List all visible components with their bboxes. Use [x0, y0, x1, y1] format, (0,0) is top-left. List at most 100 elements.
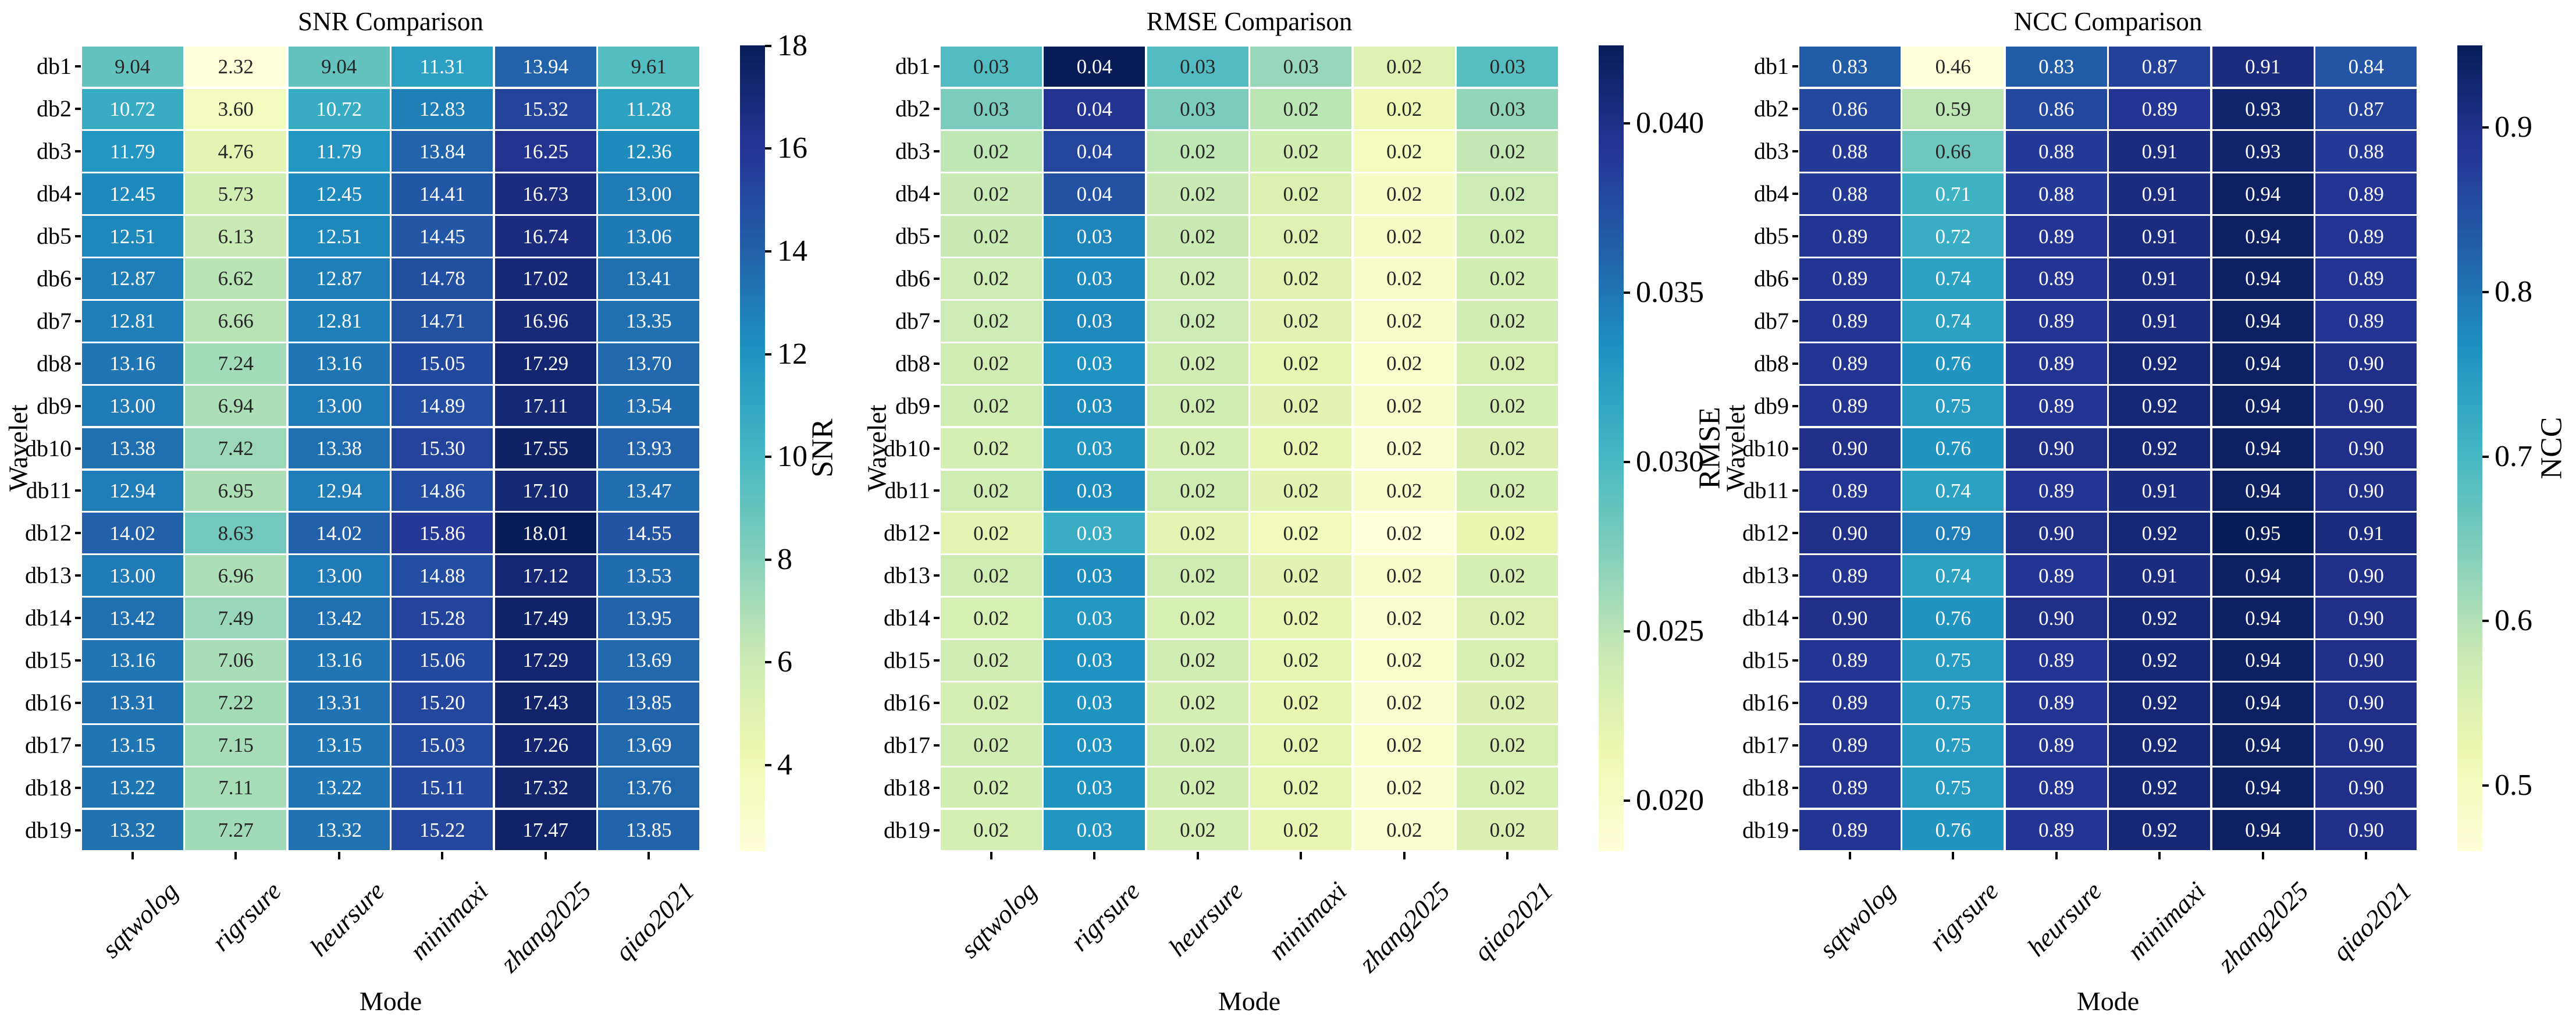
cell-value: 0.94 — [2245, 395, 2281, 418]
x-tick-mark — [990, 852, 992, 859]
heatmap-cell: 0.02 — [940, 513, 1042, 554]
heatmap-cell: 0.02 — [1457, 513, 1559, 554]
cell-value: 0.02 — [1489, 691, 1525, 715]
cell-value: 0.76 — [1935, 819, 1971, 842]
cell-value: 0.02 — [1386, 310, 1422, 333]
y-tick-label: db4 — [895, 180, 930, 207]
heatmap-cell: 9.04 — [81, 46, 183, 87]
heatmap-cell: 0.91 — [2109, 555, 2211, 596]
heatmap-cell: 0.71 — [1902, 173, 2004, 214]
colorbar-tick-mark — [1624, 460, 1630, 463]
cell-value: 0.93 — [2245, 97, 2281, 120]
heatmap-cell: 0.03 — [1044, 343, 1145, 384]
y-tick-label: db10 — [884, 435, 930, 461]
y-tick-mark — [934, 532, 940, 535]
heatmap-cell: 13.00 — [288, 385, 390, 427]
cell-value: 0.03 — [1076, 691, 1112, 715]
cell-value: 0.87 — [2348, 97, 2384, 120]
cell-value: 0.89 — [2348, 225, 2384, 248]
heatmap-cell: 0.02 — [1250, 88, 1352, 130]
heatmap-cell: 12.51 — [81, 216, 183, 257]
colorbar-tick-label: 0.035 — [1636, 275, 1704, 309]
x-tick-label: minimaxi — [1262, 876, 1353, 966]
y-tick-label: db19 — [25, 816, 72, 843]
heatmap-cell: 0.02 — [1353, 724, 1455, 766]
cell-value: 0.03 — [1076, 479, 1112, 502]
cell-value: 0.02 — [1489, 437, 1525, 460]
heatmap-cell: 15.03 — [392, 724, 493, 766]
heatmap-cell: 0.76 — [1902, 809, 2004, 851]
cell-value: 0.89 — [2141, 97, 2177, 120]
y-tick-mark — [934, 362, 940, 365]
heatmap-cell: 0.91 — [2109, 258, 2211, 299]
y-tick-mark — [934, 659, 940, 662]
heatmap-cell: 0.02 — [1457, 173, 1559, 214]
cell-value: 0.02 — [1386, 395, 1422, 418]
cell-value: 0.75 — [1935, 691, 1971, 715]
cell-value: 6.96 — [218, 564, 254, 587]
heatmap-cell: 15.86 — [392, 513, 493, 554]
heatmap-cell: 0.03 — [1457, 46, 1559, 87]
y-tick-mark — [934, 701, 940, 704]
cell-value: 0.02 — [1386, 564, 1422, 587]
cell-value: 14.71 — [419, 310, 465, 333]
cell-value: 0.02 — [973, 352, 1009, 375]
cell-value: 0.02 — [1386, 267, 1422, 290]
heatmap-cell: 0.02 — [940, 131, 1042, 172]
x-tick-mark — [2261, 852, 2264, 859]
heatmap-cell: 0.92 — [2109, 385, 2211, 427]
y-tick-mark — [75, 65, 81, 68]
y-tick-mark — [1792, 489, 1798, 492]
heatmap-cell: 0.02 — [1353, 470, 1455, 511]
cell-value: 0.02 — [1180, 225, 1216, 248]
heatmap-cell: 15.28 — [392, 598, 493, 638]
heatmap-cell: 0.89 — [2005, 385, 2107, 427]
heatmap-cell: 0.03 — [1044, 385, 1145, 427]
cell-value: 0.02 — [1180, 691, 1216, 715]
cell-value: 16.74 — [522, 225, 569, 248]
heatmap-cell: 0.02 — [1250, 640, 1352, 681]
y-tick-label: db16 — [884, 689, 930, 716]
colorbar-tick-mark — [765, 456, 771, 459]
y-tick-label: db8 — [895, 350, 930, 376]
y-tick-mark — [75, 532, 81, 535]
y-tick-label: db18 — [884, 774, 930, 801]
heatmap-cell: 13.00 — [288, 555, 390, 596]
y-tick-mark — [934, 319, 940, 322]
x-tick-mark — [1952, 852, 1955, 859]
y-tick-mark — [75, 829, 81, 831]
cell-value: 13.53 — [625, 564, 672, 587]
colorbar-tick-mark — [765, 558, 771, 561]
x-tick-mark — [131, 852, 134, 859]
cell-value: 0.02 — [1180, 395, 1216, 418]
heatmap-cell: 0.92 — [2109, 809, 2211, 851]
cell-value: 0.92 — [2141, 734, 2177, 757]
cell-value: 0.03 — [1076, 819, 1112, 842]
cell-value: 0.02 — [1283, 97, 1319, 120]
cell-value: 9.04 — [115, 55, 151, 78]
cell-value: 12.81 — [316, 310, 362, 333]
cell-value: 13.38 — [316, 437, 362, 460]
cell-value: 0.89 — [2038, 649, 2075, 672]
cell-value: 0.02 — [1180, 479, 1216, 502]
heatmap-cell: 2.32 — [185, 46, 287, 87]
heatmap-cell: 0.02 — [940, 216, 1042, 257]
y-tick-mark — [1792, 362, 1798, 365]
heatmap-cell: 0.02 — [940, 767, 1042, 808]
heatmap-cell: 0.92 — [2109, 767, 2211, 808]
y-tick-label: db10 — [25, 435, 72, 461]
cell-value: 7.27 — [218, 819, 254, 842]
heatmap-cell: 6.62 — [185, 258, 287, 299]
heatmap-cell: 0.89 — [2005, 555, 2107, 596]
y-tick-mark — [1792, 447, 1798, 450]
y-tick-label: db11 — [26, 477, 72, 504]
heatmap-cell: 0.02 — [1457, 385, 1559, 427]
heatmap-cell: 4.76 — [185, 131, 287, 172]
heatmap-cell: 0.02 — [1457, 767, 1559, 808]
cell-value: 0.94 — [2245, 606, 2281, 630]
cell-value: 0.89 — [1832, 819, 1868, 842]
y-tick-label: db13 — [25, 562, 72, 589]
heatmap-cell: 0.02 — [1250, 343, 1352, 384]
cell-value: 0.89 — [2038, 395, 2075, 418]
heatmap-cell: 0.02 — [1353, 216, 1455, 257]
